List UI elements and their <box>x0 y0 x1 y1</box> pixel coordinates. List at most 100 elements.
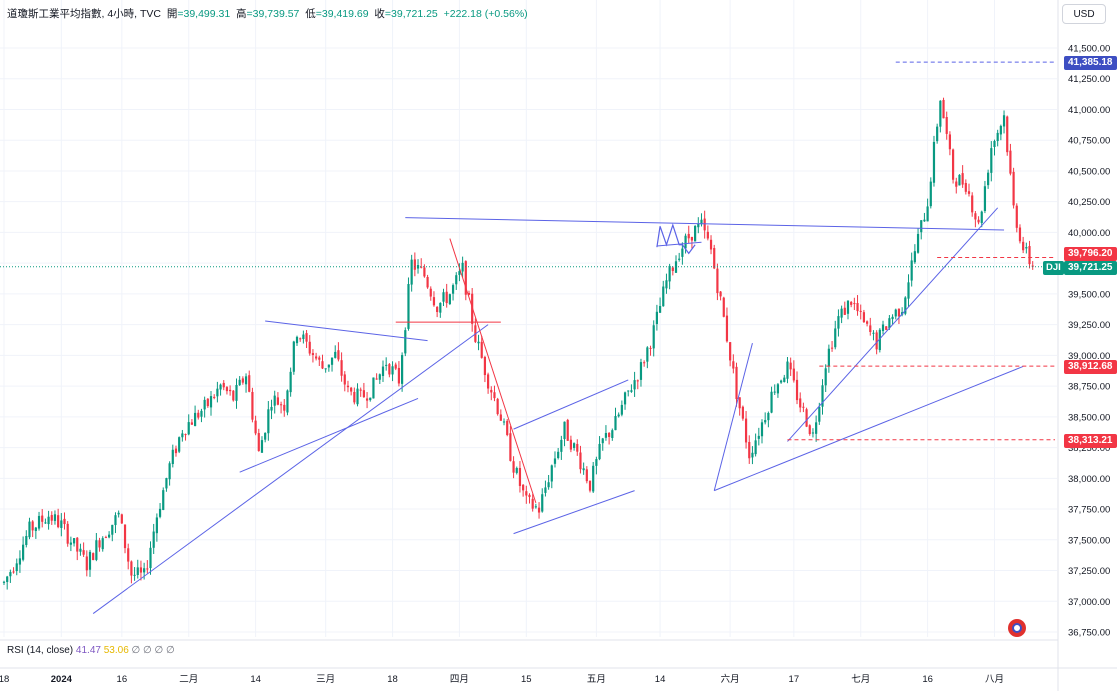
candle-body <box>334 351 337 358</box>
candle-body <box>744 418 748 443</box>
candle-body <box>913 251 916 263</box>
x-tick-label: 六月 <box>721 673 740 685</box>
y-tick-label: 40,750.00 <box>1068 136 1110 147</box>
candle-body <box>563 421 566 440</box>
candle-body <box>321 361 324 369</box>
candle-body <box>837 316 840 329</box>
candle-body <box>22 544 25 560</box>
high-label: 高 <box>236 8 247 20</box>
candle-body <box>738 397 741 409</box>
candle-body <box>28 521 31 538</box>
tradingview-logo-icon <box>1008 619 1026 637</box>
candle-body <box>569 439 573 450</box>
y-tick-label: 40,250.00 <box>1068 197 1110 208</box>
candle-body <box>713 248 716 269</box>
candle-body <box>404 330 407 354</box>
x-tick-label: 17 <box>789 674 800 685</box>
candle-body <box>152 531 155 548</box>
candle-body <box>200 410 203 417</box>
ticker-badge: DJI <box>1043 261 1064 275</box>
x-tick-label: 16 <box>922 674 933 685</box>
candle-body <box>872 332 875 334</box>
candle-body <box>123 524 127 549</box>
candle-body <box>572 443 576 448</box>
candle-body <box>684 235 687 249</box>
close-label: 收 <box>374 8 385 20</box>
candle-body <box>687 233 690 239</box>
candle-body <box>783 377 786 382</box>
candle-body <box>846 300 850 314</box>
candle-body <box>381 366 385 376</box>
candle-body <box>725 315 729 342</box>
candle-body <box>235 384 238 401</box>
x-tick-label: 四月 <box>450 674 469 685</box>
candle-body <box>843 307 846 315</box>
candle-body <box>792 368 795 381</box>
candle-body <box>60 520 63 528</box>
candle-body <box>668 265 671 282</box>
candle-body <box>12 571 15 573</box>
candle-body <box>273 395 276 406</box>
candle-body <box>955 181 958 187</box>
candle-body <box>324 368 327 370</box>
y-tick-label: 38,000.00 <box>1068 474 1110 485</box>
candle-body <box>617 414 620 417</box>
candle-body <box>824 368 827 386</box>
candle-body <box>2 581 6 583</box>
x-tick-label: 14 <box>655 674 666 685</box>
candle-body <box>178 437 181 452</box>
candle-body <box>601 438 604 444</box>
candle-body <box>894 309 897 317</box>
candle-body <box>658 306 662 313</box>
rsi-value: 41.47 <box>75 645 101 656</box>
candle-body <box>79 548 82 552</box>
candle-body <box>378 374 381 380</box>
candle-body <box>206 398 209 407</box>
candle-body <box>987 172 990 186</box>
candle-body <box>815 422 818 434</box>
candle-body <box>700 219 703 225</box>
y-tick-label: 39,000.00 <box>1068 351 1110 362</box>
high-value: =39,739.57 <box>246 8 300 20</box>
candle-body <box>426 276 429 288</box>
open-label: 開 <box>166 8 178 20</box>
candle-body <box>299 338 302 340</box>
candle-body <box>729 342 732 361</box>
rsi-header[interactable]: RSI (14, close) 41.47 53.06 ∅ ∅ ∅ ∅ <box>7 645 175 656</box>
candle-body <box>184 434 187 436</box>
candle-body <box>397 367 401 384</box>
candle-body <box>101 538 104 550</box>
candle-body <box>350 387 353 392</box>
y-tick-label: 37,750.00 <box>1068 505 1110 516</box>
candle-body <box>703 218 706 231</box>
candle-body <box>445 291 448 304</box>
candle-body <box>385 364 388 366</box>
candle-body <box>413 259 416 270</box>
currency-button[interactable]: USD <box>1062 4 1106 24</box>
y-tick-label: 38,750.00 <box>1068 382 1110 393</box>
candle-body <box>193 412 197 427</box>
candle-body <box>550 465 553 482</box>
candle-body <box>410 259 413 285</box>
y-tick-label: 40,500.00 <box>1068 166 1110 177</box>
candle-body <box>595 459 598 466</box>
candle-body <box>681 248 684 257</box>
candle-body <box>63 518 66 525</box>
candle-body <box>362 390 365 398</box>
candle-body <box>407 284 410 329</box>
candle-body <box>639 362 643 380</box>
candle-body <box>923 219 926 222</box>
candle-body <box>401 355 404 384</box>
candle-body <box>213 396 216 398</box>
candle-body <box>598 443 601 460</box>
candle-body <box>295 336 299 344</box>
candle-body <box>330 357 334 365</box>
low-value: =39,419.69 <box>315 8 369 20</box>
candle-body <box>66 523 69 544</box>
trend-line <box>265 320 428 342</box>
candle-body <box>544 487 547 493</box>
candle-body <box>649 347 652 349</box>
candle-body <box>353 391 356 403</box>
candle-body <box>423 267 426 277</box>
